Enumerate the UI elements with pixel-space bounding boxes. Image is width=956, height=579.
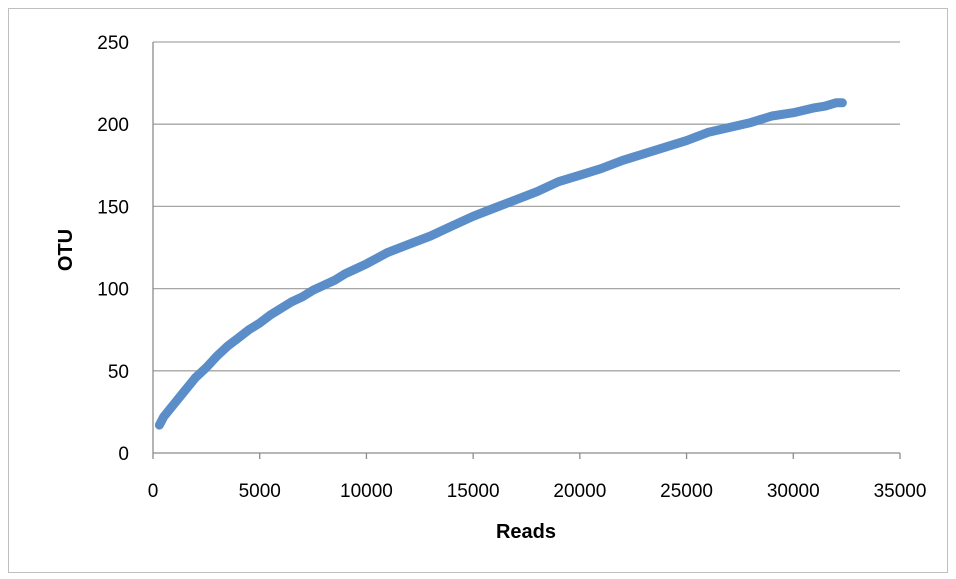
x-tick-label: 15000 [447, 481, 500, 502]
x-tick-label: 5000 [239, 481, 281, 502]
series-group [154, 98, 847, 430]
x-tick-label: 20000 [553, 481, 606, 502]
y-tick-label: 250 [97, 33, 129, 54]
y-tick-label: 200 [97, 115, 129, 136]
x-tick-label: 30000 [767, 481, 820, 502]
chart-frame [8, 8, 948, 573]
y-tick-labels: 0 50 100 150 200 250 [97, 33, 129, 465]
x-axis-title: Reads [496, 521, 556, 543]
series-line [154, 98, 847, 430]
y-tick-label: 100 [97, 280, 129, 301]
gridlines [152, 41, 901, 459]
x-tick-label: 35000 [874, 481, 927, 502]
y-axis-title: OTU [55, 229, 77, 271]
y-tick-label: 0 [118, 444, 129, 465]
x-tick-labels: 0 5000 10000 15000 20000 25000 30000 35000 [148, 481, 927, 502]
x-tick-label: 25000 [660, 481, 713, 502]
x-tick-label: 0 [148, 481, 159, 502]
y-tick-label: 150 [97, 197, 129, 218]
y-tick-label: 50 [108, 362, 129, 383]
x-tick-label: 10000 [340, 481, 393, 502]
